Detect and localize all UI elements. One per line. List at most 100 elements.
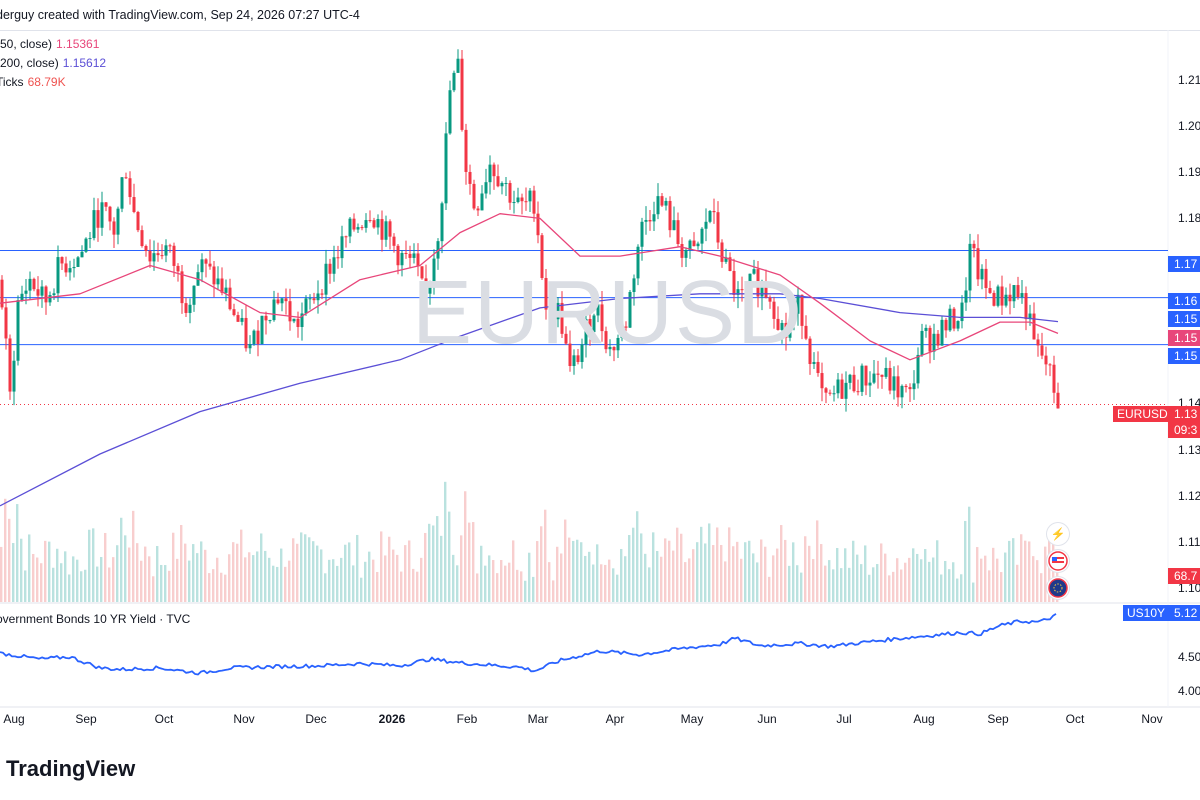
candle-body — [676, 220, 680, 245]
candle-body — [320, 293, 324, 295]
candle-body — [968, 243, 972, 291]
x-tick-label: May — [680, 712, 704, 726]
candle-body — [152, 253, 156, 262]
tradingview-logo[interactable]: TradingView — [6, 756, 135, 782]
volume-bar — [176, 558, 179, 602]
candle-body — [932, 333, 936, 352]
us10y-symbol-tag: US10Y — [1123, 605, 1170, 621]
candle-body — [28, 278, 32, 291]
candle-body — [992, 292, 996, 306]
volume-bar — [120, 517, 123, 602]
candle-body — [944, 319, 948, 331]
candle-body — [252, 330, 256, 345]
y-tick-label-sub: 4.50 — [1178, 650, 1200, 664]
volume-bar — [620, 548, 623, 602]
candle-body — [32, 278, 36, 290]
candle-body — [696, 243, 700, 247]
volume-bar — [356, 534, 359, 602]
candle-body — [424, 278, 428, 294]
volume-bar — [84, 569, 87, 602]
eu-flag-icon[interactable] — [1047, 577, 1069, 599]
candle-body — [288, 301, 292, 322]
volume-bar — [828, 560, 831, 602]
candle-body — [1052, 364, 1056, 393]
legend-sma50[interactable]: (50, close) 1.15361 — [0, 37, 99, 51]
candle-body — [184, 303, 188, 313]
y-tick-label: 1.10 — [1178, 581, 1200, 595]
candle-body — [332, 257, 336, 274]
volume-bar — [336, 565, 339, 602]
volume-bar — [604, 564, 607, 602]
chart-canvas[interactable] — [0, 0, 1200, 736]
candle-body — [512, 202, 516, 204]
candle-body — [964, 290, 968, 303]
candle-body — [344, 236, 348, 238]
volume-bar — [144, 546, 147, 602]
volume-bar — [1044, 546, 1047, 602]
symbol-watermark: EURUSD — [412, 263, 805, 363]
volume-bar — [772, 555, 775, 602]
candle-body — [12, 360, 16, 392]
volume-bar — [736, 541, 739, 602]
candle-body — [428, 281, 432, 294]
volume-bar — [452, 554, 455, 602]
candle-body — [456, 58, 460, 73]
us-flag-icon[interactable] — [1047, 550, 1069, 572]
volume-bar — [240, 529, 243, 602]
volume-bar — [56, 548, 59, 602]
sub-pane-title[interactable]: overnment Bonds 10 YR Yield · TVC — [0, 612, 191, 626]
volume-bar — [312, 541, 315, 602]
candle-body — [80, 251, 84, 258]
candle-body — [140, 230, 144, 246]
lightning-icon[interactable]: ⚡ — [1047, 523, 1069, 545]
candle-body — [420, 266, 424, 279]
volume-bar — [1024, 540, 1027, 602]
volume-bar — [940, 574, 943, 602]
candle-body — [68, 268, 72, 273]
volume-bar — [992, 547, 995, 602]
volume-bar — [508, 562, 511, 602]
volume-bar — [472, 522, 475, 602]
candle-body — [732, 270, 736, 295]
candle-body — [272, 299, 276, 321]
volume-bar — [580, 542, 583, 602]
volume-bar — [284, 566, 287, 602]
candle-body — [848, 374, 852, 383]
candle-body — [984, 268, 988, 289]
volume-bar — [108, 567, 111, 602]
volume-bar — [804, 536, 807, 602]
volume-bar — [960, 574, 963, 602]
candle-body — [612, 346, 616, 351]
legend-sma200[interactable]: (200, close) 1.15612 — [0, 56, 106, 70]
volume-bar — [136, 543, 139, 602]
volume-bar — [260, 533, 263, 602]
candle-body — [1000, 286, 1004, 306]
candle-body — [484, 182, 488, 194]
candle-body — [880, 374, 884, 377]
candle-body — [652, 214, 656, 222]
legend-ticks[interactable]: Ticks68.79K — [0, 75, 66, 89]
volume-bar — [256, 551, 259, 602]
volume-bar — [608, 559, 611, 602]
volume-bar — [684, 562, 687, 602]
candle-body — [292, 318, 296, 322]
volume-bar — [80, 571, 83, 602]
candle-body — [824, 388, 828, 393]
volume-bar — [552, 580, 555, 602]
candle-body — [228, 287, 232, 310]
volume-bar — [932, 557, 935, 602]
candle-body — [744, 286, 748, 291]
candle-body — [312, 298, 316, 301]
volume-bar — [672, 550, 675, 602]
candle-body — [616, 337, 620, 351]
volume-bar — [920, 559, 923, 602]
candle-body — [980, 268, 984, 280]
volume-bar — [428, 523, 431, 602]
volume-bar — [728, 527, 731, 602]
candle-body — [72, 266, 76, 269]
volume-bar — [24, 570, 27, 602]
candle-body — [908, 387, 912, 390]
candle-body — [1004, 294, 1008, 306]
volume-bar — [480, 545, 483, 602]
candle-body — [260, 315, 264, 345]
